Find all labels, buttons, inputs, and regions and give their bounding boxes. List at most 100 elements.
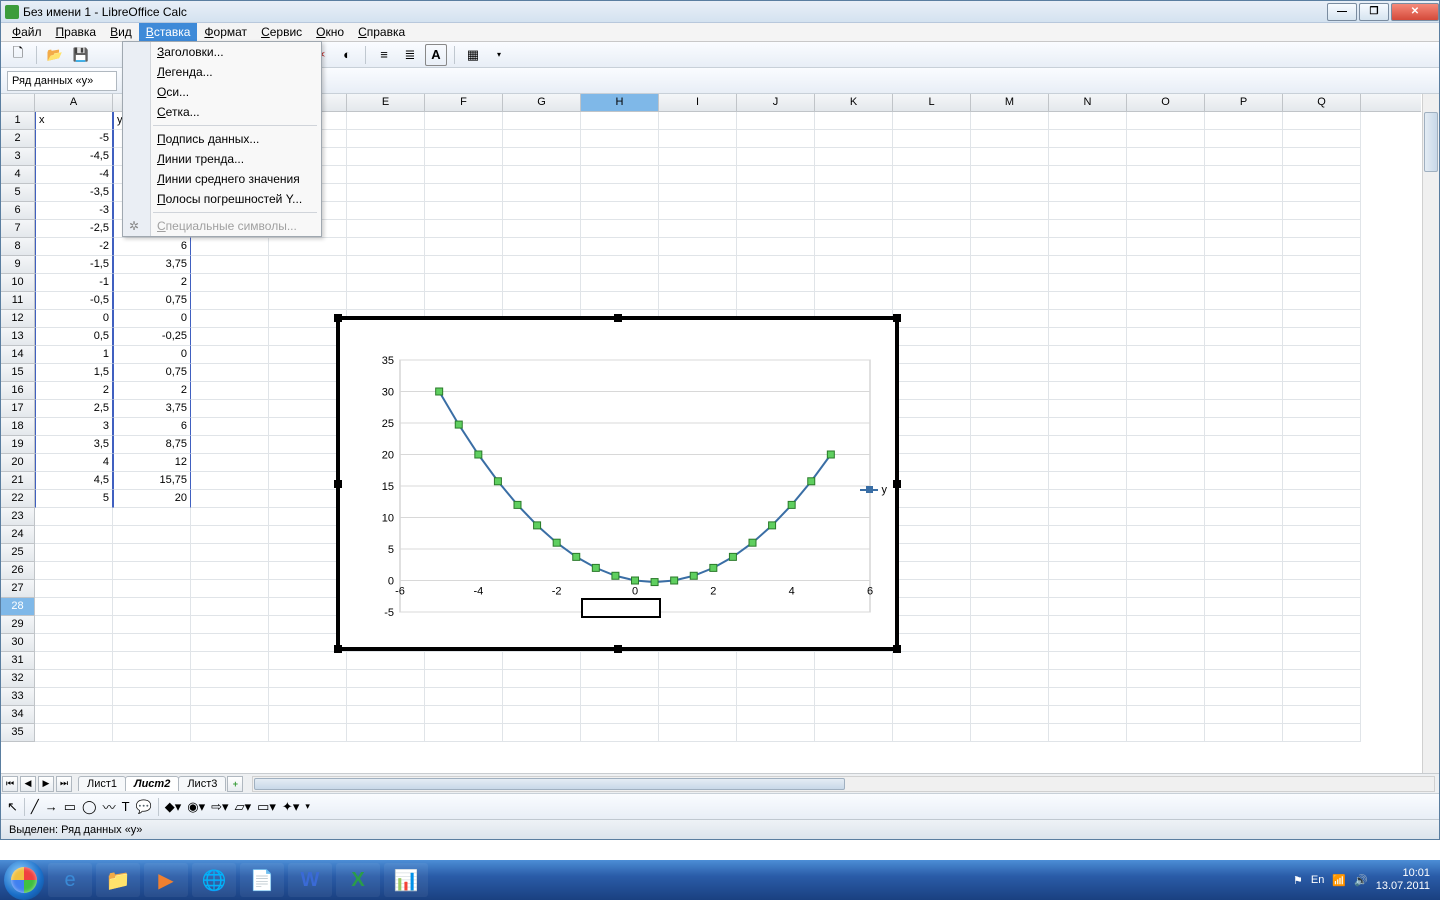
cell[interactable] [1049,292,1127,310]
cell[interactable] [1049,634,1127,652]
toggle-icon[interactable]: ◐ [336,44,358,66]
col-header-E[interactable]: E [347,94,425,111]
row-header-7[interactable]: 7 [1,220,35,238]
cell[interactable] [581,652,659,670]
cell[interactable] [893,238,971,256]
cell[interactable] [971,724,1049,742]
cell[interactable] [113,670,191,688]
cell[interactable] [1283,526,1361,544]
cell[interactable] [347,220,425,238]
sheet-tab-Лист2[interactable]: Лист2 [125,776,179,791]
col-header-P[interactable]: P [1205,94,1283,111]
cell[interactable] [191,400,269,418]
cell[interactable] [35,598,113,616]
hscroll-thumb[interactable] [254,778,844,790]
cell[interactable] [1205,364,1283,382]
arrow-icon[interactable]: → [45,799,58,814]
col-header-M[interactable]: M [971,94,1049,111]
cell[interactable] [815,166,893,184]
align-center-icon[interactable]: ≣ [399,44,421,66]
cell[interactable] [971,238,1049,256]
cell[interactable] [737,706,815,724]
cell[interactable] [1127,382,1205,400]
cell[interactable] [1049,580,1127,598]
cell[interactable] [971,328,1049,346]
cell[interactable] [1283,670,1361,688]
cell[interactable]: 3,5 [35,436,113,454]
cell[interactable] [1049,652,1127,670]
cell[interactable] [1205,634,1283,652]
cell[interactable]: -4,5 [35,148,113,166]
cell[interactable] [503,670,581,688]
cell[interactable] [425,238,503,256]
cell[interactable] [1205,310,1283,328]
cell[interactable] [1049,598,1127,616]
cell[interactable] [1283,490,1361,508]
cell[interactable] [893,724,971,742]
tray-clock[interactable]: 10:01 13.07.2011 [1376,867,1430,893]
cell[interactable] [737,688,815,706]
cell[interactable] [35,616,113,634]
cell[interactable] [113,580,191,598]
col-header-A[interactable]: A [35,94,113,111]
cell[interactable] [1127,346,1205,364]
cell[interactable] [269,670,347,688]
cell[interactable] [815,274,893,292]
cell[interactable] [1205,616,1283,634]
cell[interactable] [1283,346,1361,364]
cell[interactable] [1127,310,1205,328]
cell[interactable] [893,688,971,706]
cell[interactable] [503,220,581,238]
cell[interactable] [269,238,347,256]
cell[interactable] [1127,364,1205,382]
cell[interactable] [1127,508,1205,526]
cell[interactable] [191,454,269,472]
rect-icon[interactable]: ▭ [64,799,76,815]
cell[interactable] [35,634,113,652]
cell[interactable] [893,670,971,688]
cell[interactable] [269,274,347,292]
cell[interactable] [893,166,971,184]
cell[interactable] [971,706,1049,724]
row-header-6[interactable]: 6 [1,202,35,220]
cell[interactable] [503,148,581,166]
cell[interactable] [893,544,971,562]
excel-icon[interactable]: X [336,863,380,897]
cell[interactable] [1205,508,1283,526]
cell[interactable] [893,454,971,472]
row-header-20[interactable]: 20 [1,454,35,472]
cell[interactable] [737,238,815,256]
cell[interactable] [1283,580,1361,598]
cell[interactable] [1049,364,1127,382]
cell[interactable] [503,130,581,148]
chrome-icon[interactable]: 🌐 [192,863,236,897]
cell[interactable] [893,652,971,670]
cell[interactable]: 0 [113,346,191,364]
cell[interactable] [1127,202,1205,220]
cell[interactable] [1049,562,1127,580]
cell[interactable] [347,202,425,220]
cell[interactable] [1283,202,1361,220]
tray-volume-icon[interactable]: 🔊 [1354,874,1368,887]
cell[interactable] [191,580,269,598]
row-header-19[interactable]: 19 [1,436,35,454]
cell[interactable] [1205,724,1283,742]
cell[interactable] [1127,616,1205,634]
row-header-18[interactable]: 18 [1,418,35,436]
row-header-28[interactable]: 28 [1,598,35,616]
col-header-O[interactable]: O [1127,94,1205,111]
cell[interactable] [893,256,971,274]
tray-lang[interactable]: En [1311,874,1324,886]
cell[interactable] [971,544,1049,562]
row-header-34[interactable]: 34 [1,706,35,724]
cell[interactable] [1205,706,1283,724]
cell[interactable] [971,508,1049,526]
cell[interactable] [815,130,893,148]
row-header-26[interactable]: 26 [1,562,35,580]
cell[interactable] [737,292,815,310]
col-header-Q[interactable]: Q [1283,94,1361,111]
cell[interactable]: x [35,112,113,130]
cell[interactable] [1049,688,1127,706]
cell[interactable]: 3 [35,418,113,436]
cell[interactable] [971,688,1049,706]
